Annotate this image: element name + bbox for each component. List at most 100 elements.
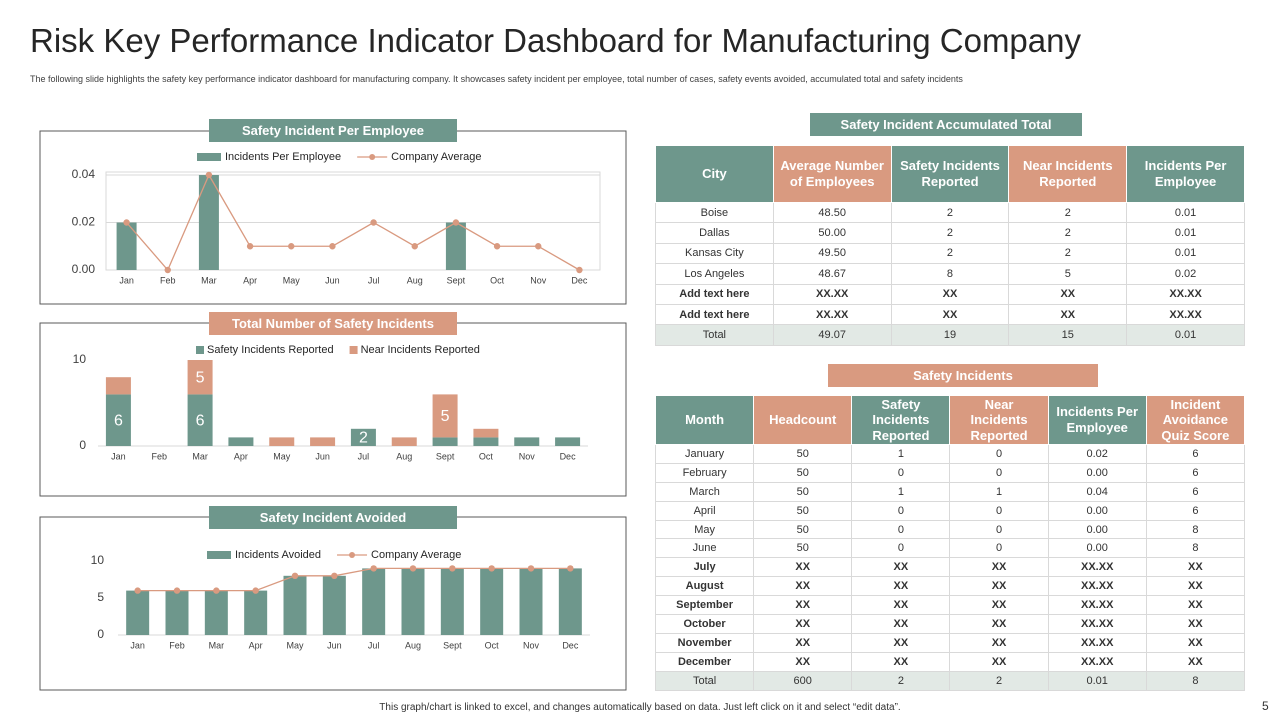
column-header: Incident Avoidance Quiz Score [1145,395,1246,445]
table-cell: XX [851,632,951,653]
x-tick-label: Jun [325,275,340,285]
table-cell: XX [949,651,1049,672]
legend-swatch [207,551,231,559]
x-tick-label: Mar [209,640,225,650]
legend-label: Safety Incidents Reported [207,344,334,356]
chart-title: Safety Incident Avoided [260,510,406,525]
table-cell: 600 [753,670,853,691]
line-marker [173,587,181,594]
data-label: 2 [359,430,368,447]
table-cell: 0.04 [1047,481,1147,502]
x-tick-label: Mar [201,275,217,285]
table-cell: Total [655,324,774,346]
table-cell: 0 [851,462,951,483]
bar-segment [187,360,213,395]
line-marker [205,171,213,179]
table-cell: 6 [1145,462,1246,483]
table-row: Kansas City 49.50 2 2 0.01 [655,242,1245,265]
x-tick-label: Jul [368,640,380,650]
line-marker [452,219,460,226]
x-tick-label: Aug [405,640,421,650]
table-cell: 0.00 [1047,538,1147,559]
table-cell: 1 [851,444,951,464]
legend-swatch-marker [369,154,376,160]
table-cell: 19 [890,324,1010,346]
x-tick-label: Apr [243,275,257,285]
x-tick-label: Jun [315,451,330,461]
bars [126,568,582,635]
line-marker [134,587,141,594]
table-cell: XX [753,576,853,597]
bar-segment [105,377,131,395]
table-cell: XX.XX [1047,595,1147,616]
table-cell: 1 [851,481,951,502]
table-row: Total 49.07 19 15 0.01 [655,324,1245,346]
column-header: Headcount [753,395,853,445]
x-tick-label: Mar [192,451,208,461]
table-cell: XX [1145,595,1246,616]
table-cell: 6 [1145,481,1246,502]
x-tick-label: Dec [562,640,579,650]
table-row: January 50 1 0 0.02 6 [654,444,1246,464]
table-cell: XX [949,576,1049,597]
line [137,567,571,592]
chart-title-tab [209,119,457,142]
line-marker [411,243,418,250]
x-tick-label: Nov [519,451,536,461]
table-row: September XX XX XX XX.XX XX [654,595,1246,616]
x-tick-label: Apr [234,451,248,461]
y-tick-label: 0.00 [72,262,96,276]
footer-note: This graph/chart is linked to excel, and… [379,702,901,713]
table-cell: 15 [1008,324,1128,346]
table-cell: XX.XX [1126,303,1245,326]
table-cell: 8 [890,263,1010,285]
line-marker [213,587,220,594]
table-cell: XX [753,595,853,616]
table-cell: 49.50 [772,242,892,265]
table-cell: 50 [753,444,853,464]
line-marker [449,565,456,572]
table-body: Boise 48.50 2 2 0.01 Dallas 50.00 2 2 0.01 Kansas … [655,201,1245,346]
line-marker [527,565,535,572]
bar [165,590,189,635]
table-cell: XX [1145,557,1246,578]
table-cell: 0 [949,538,1049,559]
column-header: Incidents Per Employee [1126,145,1245,203]
table-cell: 5 [1008,263,1128,285]
table-cell: Total [654,670,755,691]
line-marker [488,565,495,572]
column-header: Safety Incidents Reported [890,145,1010,203]
table-cell: Dallas [655,222,774,244]
x-tick-label: Feb [151,451,167,461]
table-row: October XX XX XX XX.XX XX [654,614,1246,634]
table-cell: 2 [1008,242,1128,265]
table-cell: 2 [890,201,1010,224]
line-marker [576,266,583,274]
bar-segment [555,437,581,446]
table-cell: Kansas City [655,242,774,265]
table-cell: XX.XX [1047,614,1147,634]
line-marker [291,572,299,579]
page-title: Risk Key Performance Indicator Dashboard… [30,22,1081,59]
table-cell: XX.XX [1126,283,1245,305]
table-cell: 2 [1008,222,1128,244]
table-cell: 50 [753,519,853,540]
table-cell: 8 [1145,519,1246,540]
table-cell: November [654,632,755,653]
table-cell: XX.XX [1047,557,1147,578]
table-cell: 49.07 [772,324,892,346]
x-tick-label: Oct [485,640,500,650]
table-title: Safety Incident Accumulated Total [810,113,1082,136]
line-marker [246,243,254,250]
legend-swatch-marker [349,552,356,558]
table-cell: September [654,595,755,616]
legend-label: Incidents Per Employee [225,151,341,163]
x-tick-label: Aug [407,275,423,285]
data-table: Month Headcount Safety Incidents Reported N… [654,395,1246,691]
table-cell: 0 [949,444,1049,464]
table-cell: 0 [851,519,951,540]
table-cell: 48.50 [772,201,892,224]
bars [105,360,581,446]
table-cell: XX.XX [772,283,892,305]
data-label: 5 [441,408,450,425]
